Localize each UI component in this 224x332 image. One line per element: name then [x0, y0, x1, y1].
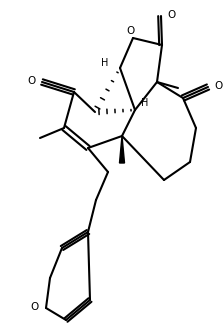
Text: H: H	[101, 58, 108, 68]
Text: O: O	[127, 26, 135, 36]
Text: O: O	[31, 302, 39, 312]
Text: O: O	[214, 81, 222, 91]
Polygon shape	[119, 136, 125, 163]
Text: O: O	[167, 10, 175, 20]
Text: H: H	[141, 98, 148, 108]
Text: O: O	[28, 76, 36, 86]
